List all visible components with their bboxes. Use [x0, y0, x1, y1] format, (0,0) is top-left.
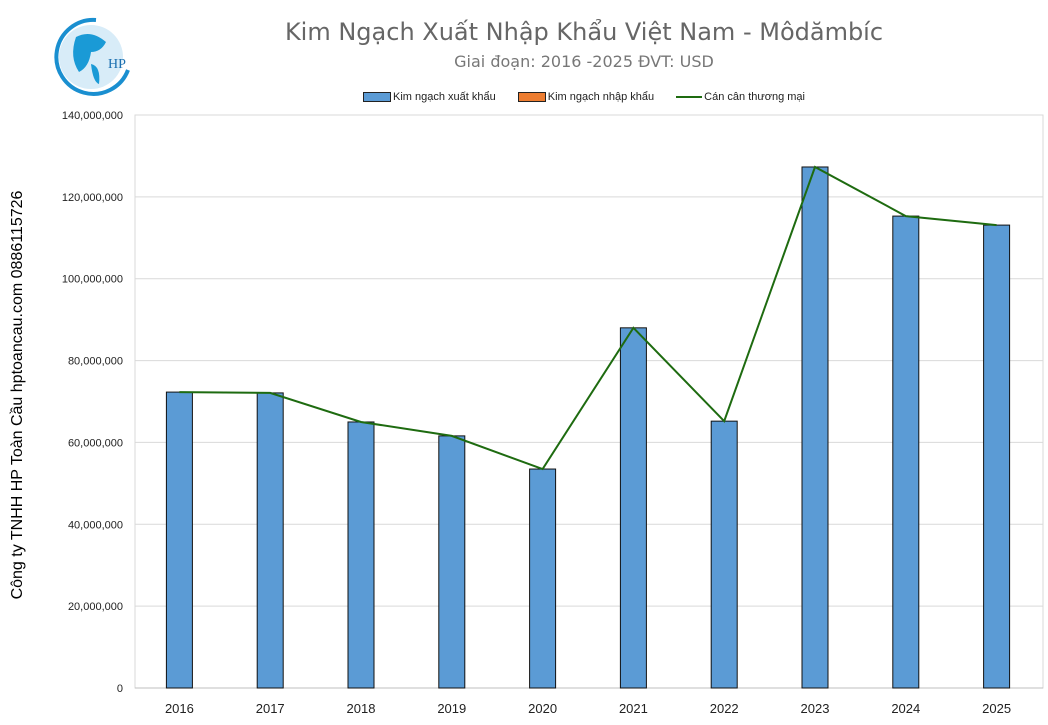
bar-export — [983, 224, 1011, 689]
x-tick-label: 2017 — [256, 701, 285, 716]
balance-line — [179, 165, 997, 471]
legend-item-import: Kim ngạch nhập khẩu — [517, 91, 655, 103]
y-tick-label: 60,000,000 — [68, 437, 123, 449]
bar-export — [347, 421, 375, 689]
legend-swatch — [517, 92, 546, 102]
chart-title: Kim Ngạch Xuất Nhập Khẩu Việt Nam - Môdă… — [284, 18, 884, 46]
y-tick-label: 20,000,000 — [68, 601, 123, 613]
y-tick-label: 100,000,000 — [62, 274, 123, 286]
legend-swatch — [363, 92, 392, 102]
chart-subtitle: Giai đoạn: 2016 -2025 ĐVT: USD — [454, 52, 714, 71]
legend-label: Kim ngạch nhập khẩu — [547, 91, 655, 103]
y-tick-label: 140,000,000 — [62, 110, 123, 122]
legend-item-balance: Cán cân thương mại — [676, 91, 805, 103]
hp-logo: HP — [54, 17, 130, 96]
bar-export — [165, 391, 193, 689]
x-tick-label: 2016 — [165, 701, 194, 716]
bar-export — [529, 468, 557, 689]
legend-swatch — [676, 96, 703, 98]
x-tick-label: 2022 — [710, 701, 739, 716]
legend: Kim ngạch xuất khẩu Kim ngạch nhập khẩu … — [0, 91, 1048, 103]
x-tick-label: 2019 — [437, 701, 466, 716]
svg-text:HP: HP — [108, 57, 126, 72]
bar-export — [710, 420, 738, 689]
x-tick-label: 2025 — [982, 701, 1011, 716]
y-tick-label: 120,000,000 — [62, 192, 123, 204]
x-tick-label: 2020 — [528, 701, 557, 716]
y-tick-label: 80,000,000 — [68, 356, 123, 368]
x-tick-label: 2024 — [891, 701, 920, 716]
bar-export — [892, 215, 920, 689]
y-tick-label: 0 — [117, 683, 123, 695]
legend-item-export: Kim ngạch xuất khẩu — [363, 91, 496, 103]
legend-label: Cán cân thương mại — [704, 91, 805, 103]
y-tick-label: 40,000,000 — [68, 519, 123, 531]
bar-export — [801, 166, 829, 689]
x-tick-label: 2023 — [801, 701, 830, 716]
bar-export — [256, 392, 284, 689]
bar-export — [619, 327, 647, 689]
bar-export — [438, 435, 466, 689]
x-tick-label: 2018 — [347, 701, 376, 716]
x-tick-label: 2021 — [619, 701, 648, 716]
legend-label: Kim ngạch xuất khẩu — [393, 91, 496, 103]
